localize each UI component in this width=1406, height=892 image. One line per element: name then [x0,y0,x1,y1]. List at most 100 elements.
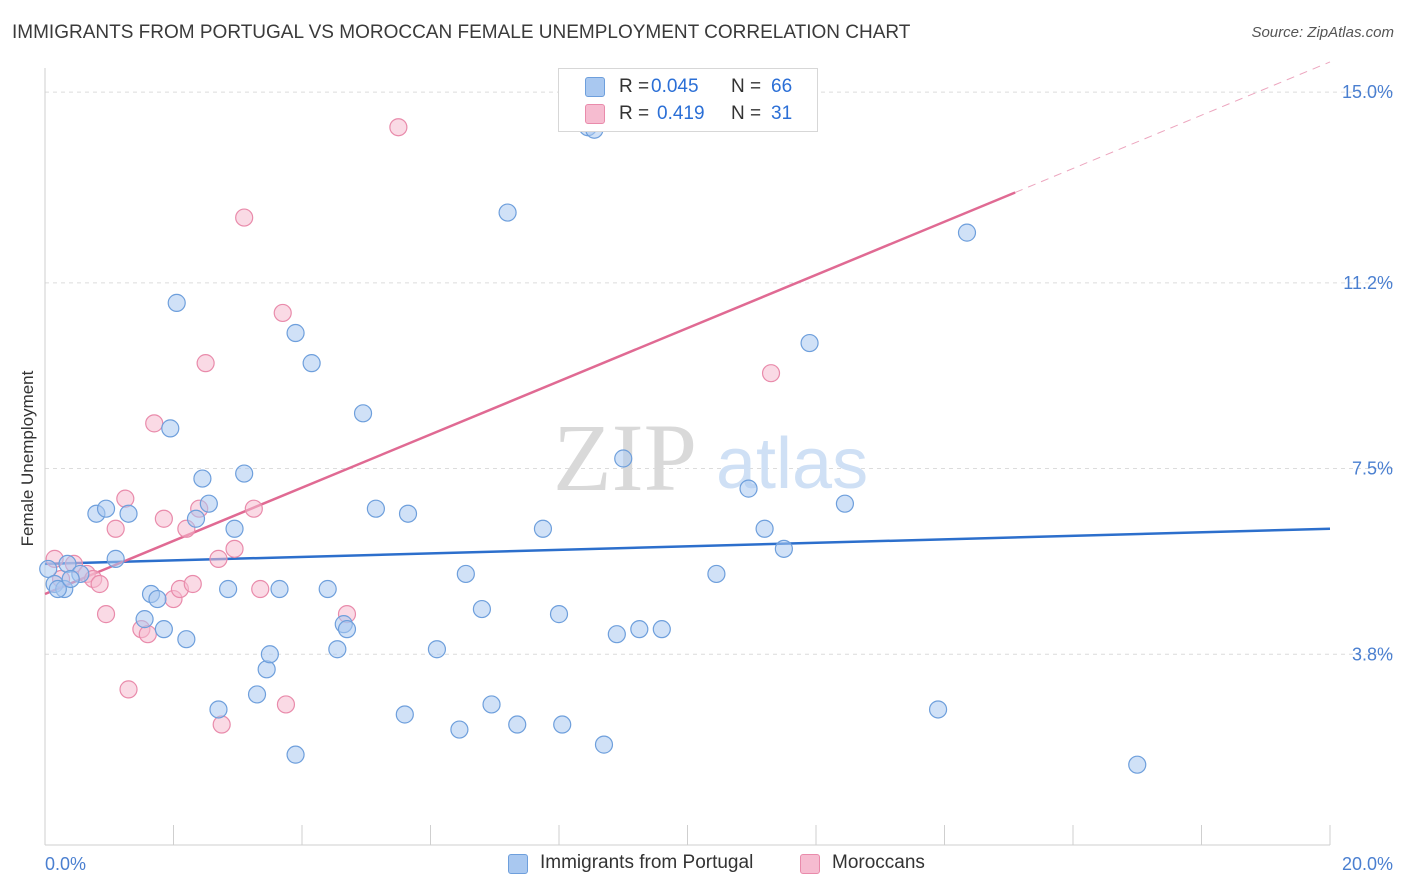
point-portugal [235,464,254,483]
point-portugal [533,519,553,538]
bottom-legend-label-portugal: Immigrants from Portugal [540,852,754,873]
point-portugal [456,564,475,584]
point-portugal [119,504,138,523]
point-portugal [186,509,206,528]
point-portugal [553,715,572,734]
trend-line-portugal [44,527,1331,566]
point-portugal [337,620,357,639]
point-moroccans [251,579,270,599]
point-portugal [450,720,469,739]
point-portugal [154,620,173,639]
legend-r-value-moroccans: 0.419 [657,103,705,124]
point-portugal [366,499,385,518]
point-portugal [177,630,196,649]
point-portugal [607,625,626,644]
y-axis-title: Female Unemployment [18,370,37,546]
point-moroccans [138,625,157,644]
bottom-legend-label-moroccans: Moroccans [832,852,925,873]
point-moroccans [119,680,138,699]
point-portugal [482,695,501,714]
x-tick-label-min: 0.0% [45,854,86,874]
point-portugal [835,494,855,513]
point-moroccans [209,549,228,568]
legend-n-value-portugal: 66 [771,76,793,97]
source-note: Source: ZipAtlas.com [1251,24,1394,41]
point-moroccans [116,489,135,508]
point-portugal [508,715,527,734]
point-portugal [257,660,276,679]
point-portugal [353,404,373,423]
x-tick-label-max: 20.0% [1342,854,1393,874]
point-portugal [286,323,305,343]
point-portugal [318,579,337,599]
point-moroccans [761,364,781,383]
legend-n-label: N = [731,76,762,97]
point-portugal [774,539,793,558]
data-points [39,118,1147,774]
point-portugal [161,419,180,438]
point-portugal [148,589,167,609]
point-moroccans [276,695,296,714]
y-tick-label: 7.5% [1352,459,1393,479]
point-moroccans [212,715,231,734]
point-portugal [270,579,289,599]
point-portugal [398,504,418,523]
point-portugal [395,705,414,724]
point-moroccans [106,519,125,538]
point-portugal [193,469,212,488]
legend-r-label: R = [619,103,650,124]
point-moroccans [183,574,202,594]
bottom-legend-swatch-moroccans [800,854,820,874]
axes [44,68,1331,846]
point-portugal [800,333,819,353]
point-moroccans [154,509,173,528]
legend-swatch-portugal [585,77,605,97]
point-portugal [286,745,305,764]
chart-title: IMMIGRANTS FROM PORTUGAL VS MOROCCAN FEM… [12,22,911,43]
point-portugal [755,519,774,538]
point-portugal [167,293,186,312]
point-moroccans [225,539,244,558]
point-portugal [1128,755,1147,774]
point-portugal [135,610,154,629]
point-portugal [219,579,238,599]
point-moroccans [90,574,109,594]
point-moroccans [96,605,116,624]
trend-line-moroccans [44,191,1016,596]
point-portugal [260,645,279,664]
legend-r-value-portugal: 0.045 [651,76,699,97]
legend-swatch-moroccans [585,104,605,124]
point-portugal [199,494,218,513]
trend-line-moroccans-extension [1014,61,1331,193]
legend-n-label: N = [731,103,762,124]
point-moroccans [235,208,254,227]
point-portugal [630,620,649,639]
y-tick-label: 15.0% [1342,82,1393,102]
axis-labels: 3.8% 7.5% 11.2% 15.0% 0.0% 20.0% Female Unempl… [18,82,1393,874]
point-portugal [739,479,758,498]
point-portugal [61,569,80,589]
legend-r-label: R = [619,76,650,97]
point-moroccans [389,118,408,137]
point-portugal [48,579,67,599]
point-moroccans [196,354,215,373]
point-portugal [549,605,569,624]
point-portugal [302,354,321,373]
point-portugal [498,203,517,222]
watermark-atlas: atlas [716,424,868,504]
watermark: ZIP atlas [553,404,868,511]
point-portugal [209,700,228,719]
point-portugal [247,685,267,704]
point-portugal [472,599,491,619]
point-portugal [957,223,977,242]
bottom-legend-swatch-portugal [508,854,528,874]
point-portugal [225,519,244,538]
stats-legend: R = 0.045 N = 66 R = 0.419 N = 31 [558,68,818,132]
point-moroccans [145,414,164,433]
point-moroccans [273,303,292,323]
point-moroccans [244,499,263,518]
point-portugal [106,549,125,568]
point-portugal [96,499,116,518]
point-portugal [427,640,447,659]
